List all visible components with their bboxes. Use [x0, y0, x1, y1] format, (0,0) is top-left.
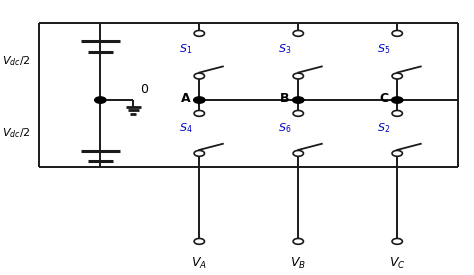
Text: $S_5$: $S_5$	[377, 42, 390, 56]
Circle shape	[392, 97, 403, 103]
Circle shape	[194, 31, 204, 36]
Circle shape	[95, 97, 106, 103]
Circle shape	[392, 73, 402, 79]
Circle shape	[392, 150, 402, 156]
Text: $V_{dc}/2$: $V_{dc}/2$	[2, 126, 31, 140]
Text: $S_4$: $S_4$	[179, 121, 192, 135]
Text: 0: 0	[140, 83, 148, 96]
Circle shape	[293, 150, 303, 156]
Text: $V_C$: $V_C$	[389, 256, 406, 271]
Text: $S_2$: $S_2$	[377, 121, 390, 135]
Circle shape	[392, 111, 402, 116]
Circle shape	[293, 111, 303, 116]
Text: $S_3$: $S_3$	[278, 42, 291, 56]
Text: C: C	[380, 92, 389, 105]
Text: A: A	[181, 92, 191, 105]
Text: B: B	[280, 92, 290, 105]
Circle shape	[293, 73, 303, 79]
Circle shape	[194, 150, 204, 156]
Circle shape	[194, 97, 205, 103]
Circle shape	[392, 238, 402, 244]
Text: $S_6$: $S_6$	[278, 121, 291, 135]
Circle shape	[392, 31, 402, 36]
Circle shape	[293, 238, 303, 244]
Circle shape	[292, 97, 304, 103]
Text: $V_B$: $V_B$	[290, 256, 306, 271]
Circle shape	[194, 111, 204, 116]
Circle shape	[194, 73, 204, 79]
Circle shape	[194, 238, 204, 244]
Circle shape	[293, 31, 303, 36]
Text: $V_{dc}/2$: $V_{dc}/2$	[2, 54, 31, 68]
Text: $V_A$: $V_A$	[191, 256, 207, 271]
Text: $S_1$: $S_1$	[179, 42, 192, 56]
